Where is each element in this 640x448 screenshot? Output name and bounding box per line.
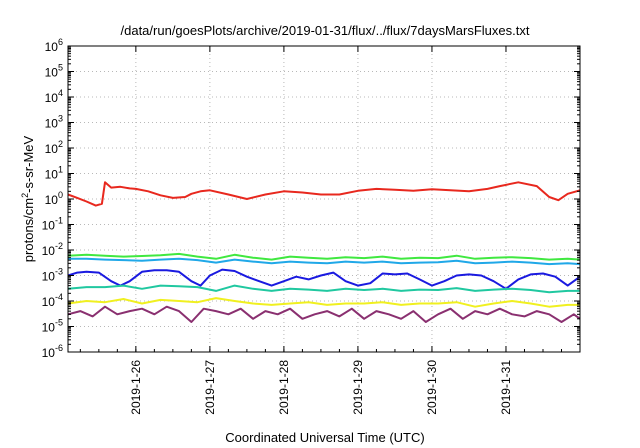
y-tick-label-exp: -3 [55,267,63,277]
y-tick-label-base: 10 [45,193,59,207]
y-tick-label: 10-6 [42,343,63,360]
y-tick-label: 10-5 [42,318,63,335]
y-tick-label-exp: 4 [58,88,63,98]
y-axis-title: protons/cm2-s-sr-MeV [20,135,36,262]
y-axis-title-sup: 2 [20,193,30,198]
y-tick-label-exp: 5 [58,63,63,73]
y-tick-label-base: 10 [45,142,59,156]
y-tick-label-base: 10 [45,66,59,80]
series-line-2 [67,252,581,261]
series-group [67,181,581,323]
y-tick-label: 102 [45,139,63,156]
y-tick-label-base: 10 [42,321,56,335]
x-tick-label: 2019-1-26 [129,360,143,415]
series-line-7 [67,305,581,323]
y-tick-label-base: 10 [42,244,56,258]
y-tick-label-base: 10 [42,295,56,309]
y-tick-label-base: 10 [45,40,59,54]
y-tick-label-base: 10 [45,91,59,105]
y-tick-label-exp: -5 [55,318,63,328]
y-axis-title-rest: -s-sr-MeV [21,135,36,192]
x-tick-label: 2019-1-28 [277,360,291,415]
x-tick-label: 2019-1-29 [351,360,365,415]
y-tick-label: 103 [45,114,63,131]
x-axis-title: Coordinated Universal Time (UTC) [225,430,424,445]
y-tick-label-base: 10 [45,117,59,131]
series-line-5 [67,284,580,294]
y-tick-label-exp: 3 [58,114,63,124]
y-tick-label: 100 [45,190,63,207]
y-tick-label-exp: 0 [58,190,63,200]
y-tick-label-base: 10 [42,270,56,284]
y-tick-label: 10-4 [42,292,63,309]
series-line-4 [67,268,581,290]
y-tick-label-exp: -2 [55,241,63,251]
y-tick-label-exp: 1 [58,165,63,175]
x-tick-label: 2019-1-30 [425,360,439,415]
y-tick-label-exp: -1 [55,216,63,226]
chart-title: /data/run/goesPlots/archive/2019-01-31/f… [121,23,530,38]
y-axis-title-base: protons/cm [21,198,36,262]
series-line-3 [68,257,581,266]
y-tick-label: 10-1 [42,216,63,233]
y-tick-label-base: 10 [42,346,56,360]
y-tick-label: 104 [45,88,63,105]
y-tick-label-base: 10 [42,219,56,233]
y-tick-label-base: 10 [45,168,59,182]
y-tick-label-exp: 2 [58,139,63,149]
x-tick-label: 2019-1-31 [499,360,513,415]
y-tick-label: 105 [45,63,63,80]
y-tick-label: 106 [45,37,63,54]
series-line-1 [67,181,581,207]
axes: 10-610-510-410-310-210-11001011021031041… [42,37,580,415]
y-tick-label-exp: -6 [55,343,63,353]
series-line-6 [67,297,580,308]
y-tick-label: 10-3 [42,267,63,284]
y-tick-label-exp: 6 [58,37,63,47]
y-tick-label: 10-2 [42,241,63,258]
y-tick-label-exp: -4 [55,292,63,302]
x-tick-label: 2019-1-27 [203,360,217,415]
y-tick-label: 101 [45,165,63,182]
